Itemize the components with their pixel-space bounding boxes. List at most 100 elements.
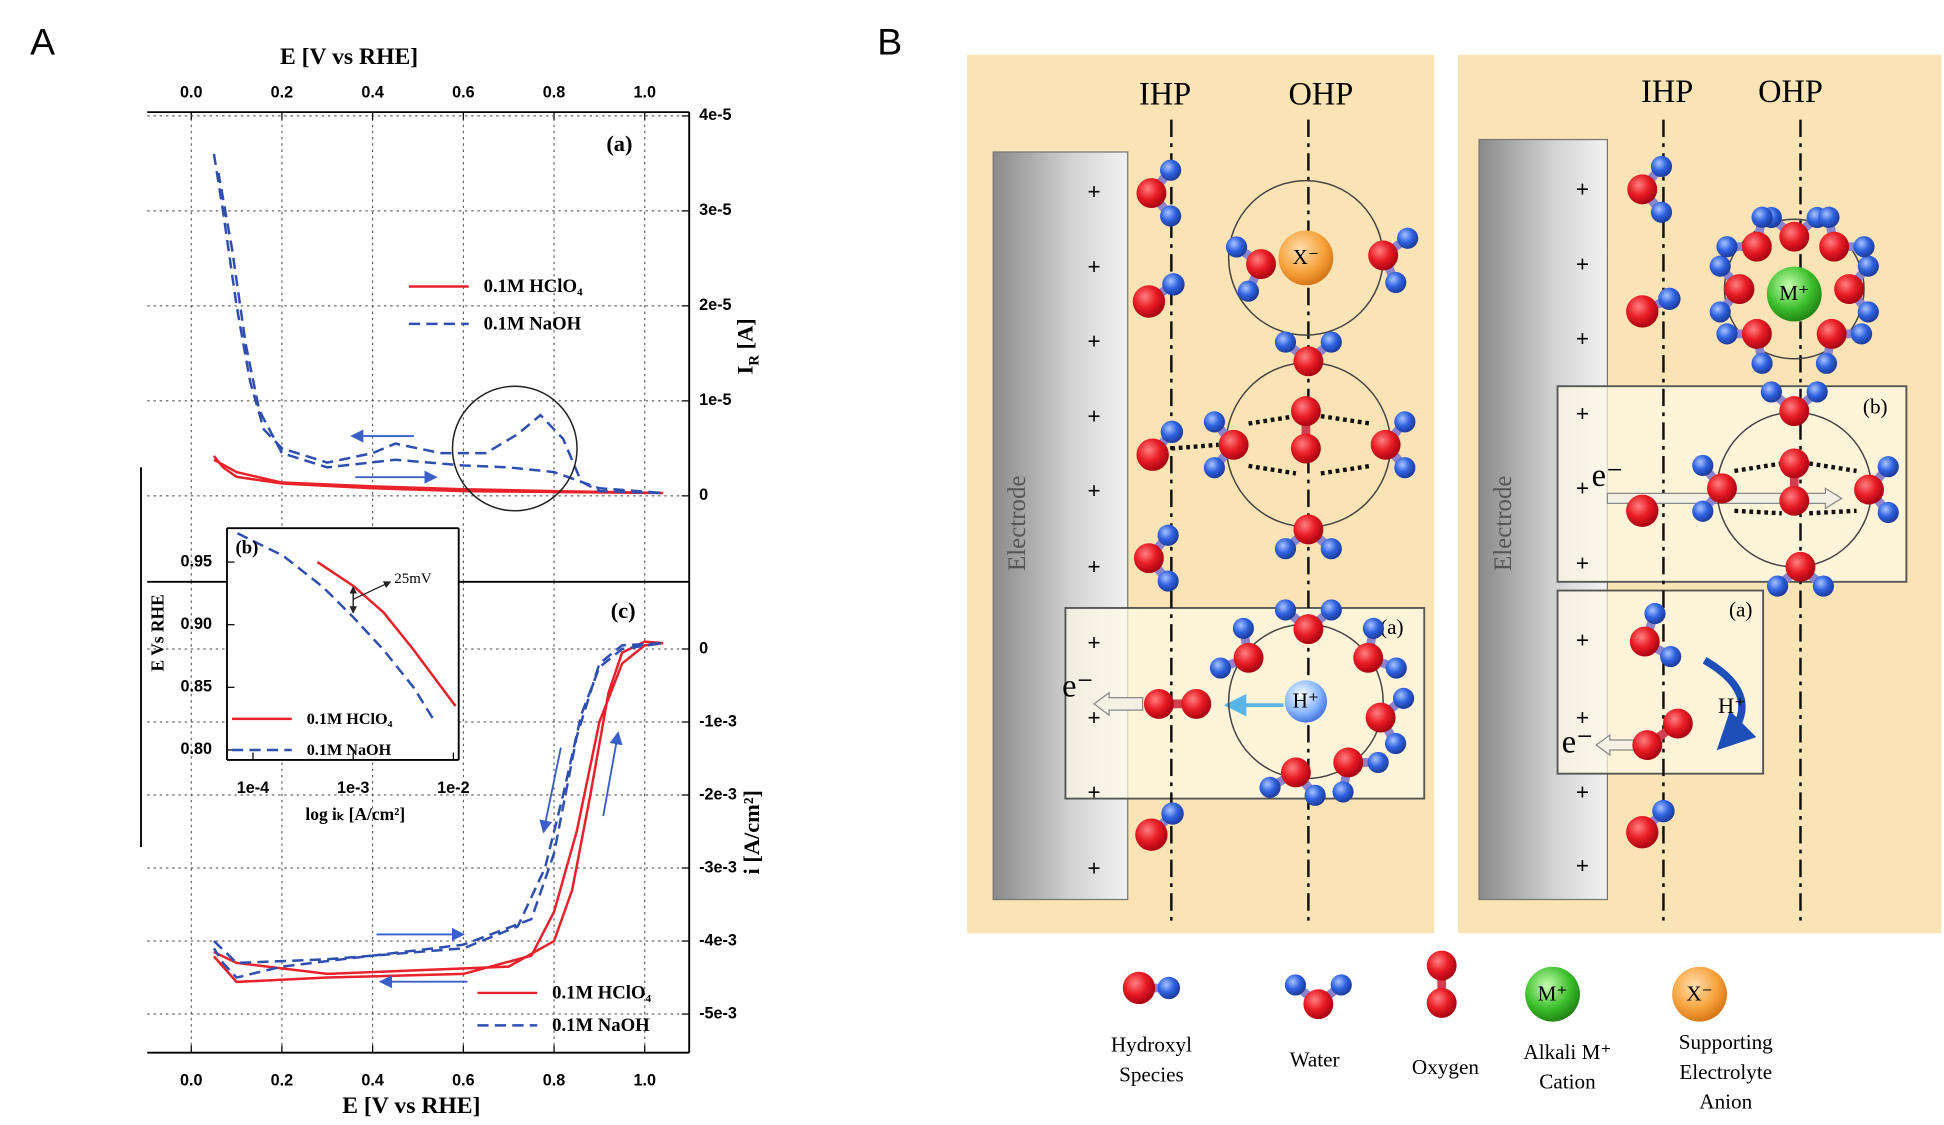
- atom: [1237, 280, 1259, 302]
- legend-label: Anion: [1699, 1090, 1752, 1114]
- atom: [1426, 950, 1457, 981]
- legend-label: 0.1M HClO₄: [484, 276, 583, 297]
- molecules: + + + + + + + + + + + + + + + + + + + + X⁻ H⁺ M⁺ M⁺ X⁻ Hydroxyl Sp…: [1088, 155, 1899, 1114]
- atom: [1353, 642, 1384, 673]
- atom: [1779, 485, 1810, 516]
- surface-charge: +: [1088, 329, 1101, 354]
- atom: [1136, 438, 1169, 471]
- legend-label: 0.1M HClO₄: [552, 982, 651, 1003]
- legend-label: Hydroxyl: [1111, 1032, 1192, 1056]
- atom: [1857, 255, 1879, 277]
- legend-label: 0.1M NaOH: [552, 1015, 650, 1036]
- hydrogen-bond: [1248, 463, 1297, 476]
- atom: [1284, 974, 1307, 996]
- surface-charge: +: [1088, 478, 1101, 503]
- surface-charge: +: [1576, 853, 1589, 878]
- atom: [1246, 249, 1276, 280]
- y-axis-label-part: [A]: [733, 318, 758, 355]
- atom: [1303, 989, 1334, 1020]
- atom: [1806, 381, 1828, 403]
- atom: [1525, 966, 1580, 1022]
- x-tick-label: 0.6: [452, 1072, 475, 1090]
- series-line: [212, 153, 663, 495]
- scan-arrow: [539, 747, 562, 834]
- atom: [1751, 206, 1773, 228]
- atom: [1209, 657, 1232, 679]
- annotation: 25mV: [394, 571, 432, 587]
- series-line: [236, 532, 437, 724]
- atom: [1293, 514, 1324, 545]
- x-tick-label: 1.0: [633, 1072, 656, 1090]
- atom: [1632, 730, 1663, 760]
- atom: [1707, 473, 1737, 504]
- surface-charge: +: [1088, 630, 1101, 655]
- surface-charge: +: [1088, 856, 1101, 881]
- x-tick-label: 0.2: [271, 1072, 294, 1090]
- atom: [1284, 680, 1328, 723]
- x-tick-label: 1.0: [633, 84, 656, 102]
- electrode-label: Electrode: [1004, 476, 1031, 571]
- x-axis-label: E [V vs RHE]: [280, 44, 418, 70]
- legend-label: Cation: [1539, 1070, 1596, 1094]
- panel-tag: (b): [236, 538, 259, 559]
- atom: [1877, 456, 1899, 478]
- atom: [1779, 396, 1810, 427]
- atom: [1304, 784, 1326, 806]
- atom: [1162, 273, 1185, 296]
- panel-label: B: [877, 21, 902, 63]
- y-tick-label: 4e-5: [699, 106, 731, 124]
- atom: [1367, 751, 1389, 774]
- atom: [1834, 274, 1865, 304]
- atom: [1394, 457, 1416, 479]
- x-tick-label: 0.0: [180, 84, 203, 102]
- atom: [1365, 702, 1396, 733]
- x-tick-label: 0.6: [452, 84, 475, 102]
- y-axis-label: IR [A]: [733, 318, 763, 374]
- atom: [1819, 231, 1850, 262]
- y-tick-label: 0: [699, 486, 708, 504]
- ion-label: M⁺: [1779, 281, 1809, 305]
- x-axis-label: log iₖ [A/cm²]: [305, 804, 405, 824]
- panel-label: A: [30, 21, 55, 63]
- y-axis-label: E Vs RHE: [148, 594, 168, 671]
- atom: [1812, 575, 1834, 597]
- y-tick-label: 0.80: [181, 740, 213, 758]
- atom: [1362, 617, 1384, 639]
- atom: [1785, 551, 1816, 582]
- atom: [1716, 323, 1738, 345]
- chart: 1e-4 1e-3 1e-2 0.80 0.85 0.90 0.95 log iₖ [A/cm…: [148, 527, 470, 824]
- atom: [1652, 799, 1675, 823]
- box-label: (a): [1729, 598, 1752, 622]
- atom: [1426, 987, 1457, 1018]
- atom: [1724, 274, 1755, 304]
- atom: [1850, 323, 1873, 345]
- surface-charge: +: [1576, 628, 1589, 653]
- atom: [1741, 318, 1772, 349]
- x-tick-label: 1e-2: [437, 779, 469, 797]
- surface-charge: +: [1576, 476, 1589, 501]
- atom: [1293, 346, 1324, 377]
- atom: [1274, 599, 1297, 621]
- hydrogen-bond: [1248, 413, 1297, 426]
- surface-charge: +: [1576, 550, 1589, 575]
- surface-charge: +: [1576, 326, 1589, 351]
- box-label: (b): [1863, 394, 1888, 418]
- annotations: [350, 385, 623, 989]
- atom: [1274, 331, 1297, 353]
- panel-tag: (c): [611, 598, 636, 623]
- hydrogen-bond: [1734, 461, 1783, 474]
- atom: [1741, 231, 1772, 262]
- surface-charge: +: [1088, 254, 1101, 279]
- atom: [1644, 602, 1666, 625]
- atom: [1854, 474, 1884, 505]
- atom: [1320, 331, 1342, 353]
- atom: [1779, 221, 1810, 252]
- atom: [1658, 287, 1681, 311]
- atom: [1392, 687, 1415, 709]
- atom: [1692, 454, 1714, 477]
- atom: [1760, 381, 1782, 403]
- y-axis-label-part: R: [747, 355, 763, 366]
- atom: [1233, 642, 1264, 673]
- ion-label: X⁻: [1293, 245, 1319, 269]
- x-tick-label: 1e-3: [337, 779, 369, 797]
